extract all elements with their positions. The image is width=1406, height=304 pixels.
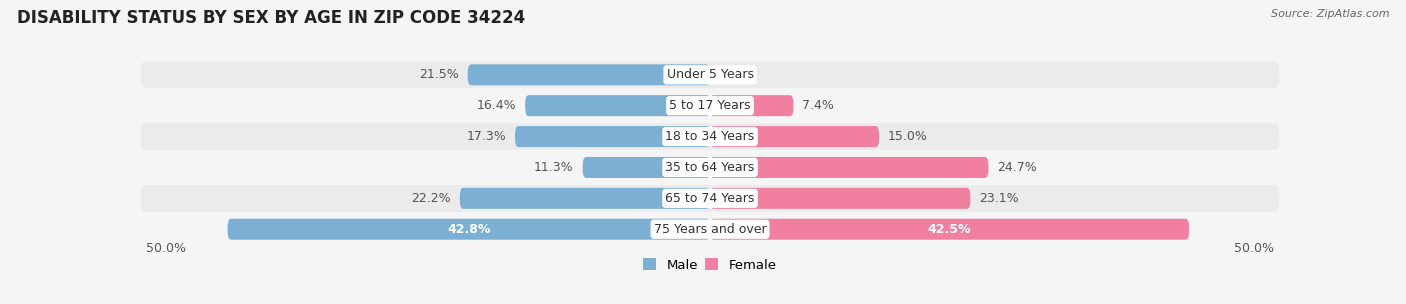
Text: 75 Years and over: 75 Years and over: [654, 223, 766, 236]
FancyBboxPatch shape: [141, 154, 1279, 181]
Text: 65 to 74 Years: 65 to 74 Years: [665, 192, 755, 205]
Text: 50.0%: 50.0%: [146, 242, 187, 255]
Text: 17.3%: 17.3%: [467, 130, 506, 143]
Text: Source: ZipAtlas.com: Source: ZipAtlas.com: [1271, 9, 1389, 19]
Text: 7.4%: 7.4%: [803, 99, 834, 112]
FancyBboxPatch shape: [710, 126, 879, 147]
Text: DISABILITY STATUS BY SEX BY AGE IN ZIP CODE 34224: DISABILITY STATUS BY SEX BY AGE IN ZIP C…: [17, 9, 524, 27]
FancyBboxPatch shape: [582, 157, 710, 178]
Text: 42.5%: 42.5%: [928, 223, 972, 236]
Text: 23.1%: 23.1%: [980, 192, 1019, 205]
FancyBboxPatch shape: [515, 126, 710, 147]
Text: 50.0%: 50.0%: [1233, 242, 1274, 255]
FancyBboxPatch shape: [710, 219, 1189, 240]
Text: 21.5%: 21.5%: [419, 68, 458, 81]
Text: 5 to 17 Years: 5 to 17 Years: [669, 99, 751, 112]
Text: 42.8%: 42.8%: [447, 223, 491, 236]
Text: 0.0%: 0.0%: [718, 68, 751, 81]
Text: 15.0%: 15.0%: [889, 130, 928, 143]
FancyBboxPatch shape: [526, 95, 710, 116]
Text: 24.7%: 24.7%: [997, 161, 1038, 174]
FancyBboxPatch shape: [710, 157, 988, 178]
FancyBboxPatch shape: [141, 185, 1279, 212]
FancyBboxPatch shape: [141, 92, 1279, 119]
Text: 18 to 34 Years: 18 to 34 Years: [665, 130, 755, 143]
Text: 16.4%: 16.4%: [477, 99, 516, 112]
FancyBboxPatch shape: [141, 61, 1279, 88]
FancyBboxPatch shape: [710, 188, 970, 209]
Text: 35 to 64 Years: 35 to 64 Years: [665, 161, 755, 174]
Text: Under 5 Years: Under 5 Years: [666, 68, 754, 81]
FancyBboxPatch shape: [228, 219, 710, 240]
Legend: Male, Female: Male, Female: [643, 258, 778, 272]
FancyBboxPatch shape: [468, 64, 710, 85]
Text: 22.2%: 22.2%: [411, 192, 451, 205]
FancyBboxPatch shape: [710, 95, 793, 116]
Text: 11.3%: 11.3%: [534, 161, 574, 174]
FancyBboxPatch shape: [460, 188, 710, 209]
FancyBboxPatch shape: [141, 123, 1279, 150]
FancyBboxPatch shape: [141, 216, 1279, 243]
